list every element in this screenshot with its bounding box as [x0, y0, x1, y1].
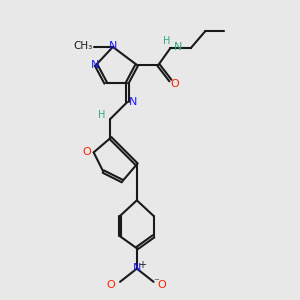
- Text: H: H: [98, 110, 106, 120]
- Text: N: N: [133, 263, 141, 273]
- Text: O: O: [158, 280, 166, 290]
- Text: N: N: [109, 41, 117, 51]
- Text: N: N: [173, 42, 182, 52]
- Text: O: O: [106, 280, 115, 290]
- Text: CH₃: CH₃: [73, 41, 92, 51]
- Text: O: O: [82, 147, 91, 158]
- Text: N: N: [91, 60, 99, 70]
- Text: N: N: [129, 97, 137, 107]
- Text: O: O: [171, 79, 179, 89]
- Text: ⁻: ⁻: [153, 277, 159, 287]
- Text: H: H: [163, 36, 170, 46]
- Text: +: +: [138, 260, 146, 270]
